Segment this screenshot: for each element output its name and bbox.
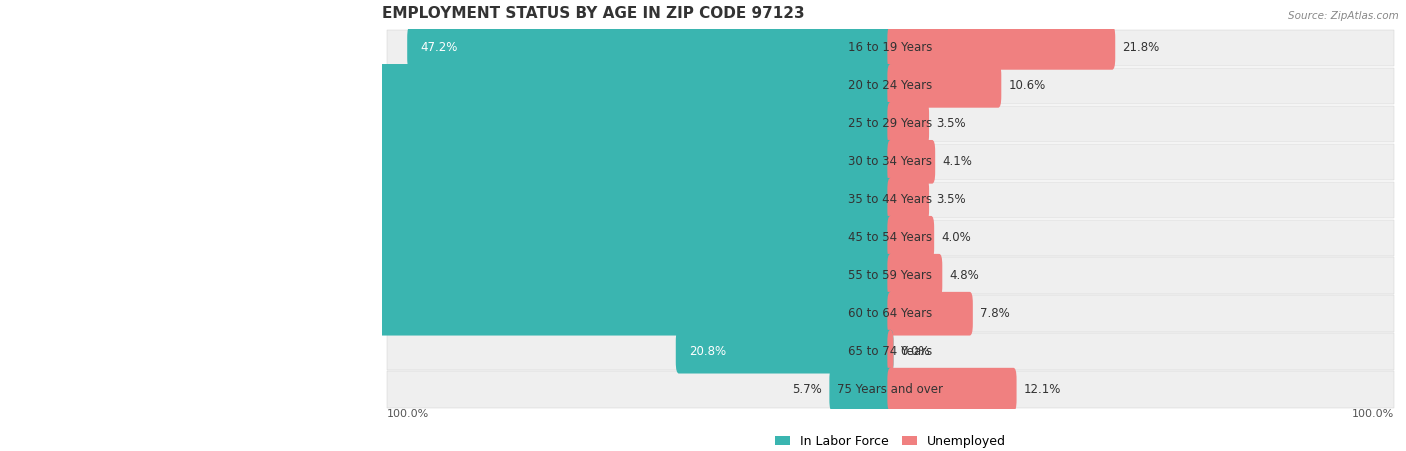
- Text: 5.7%: 5.7%: [793, 383, 823, 396]
- Text: 82.6%: 82.6%: [60, 117, 97, 130]
- FancyBboxPatch shape: [238, 292, 893, 336]
- FancyBboxPatch shape: [887, 64, 1001, 108]
- FancyBboxPatch shape: [41, 216, 893, 260]
- Text: 83.6%: 83.6%: [51, 193, 87, 206]
- FancyBboxPatch shape: [887, 216, 934, 260]
- Text: EMPLOYMENT STATUS BY AGE IN ZIP CODE 97123: EMPLOYMENT STATUS BY AGE IN ZIP CODE 971…: [382, 6, 804, 21]
- Text: 16 to 19 Years: 16 to 19 Years: [848, 41, 932, 55]
- Legend: In Labor Force, Unemployed: In Labor Force, Unemployed: [775, 435, 1005, 448]
- Bar: [387, 106, 1393, 142]
- FancyBboxPatch shape: [887, 330, 893, 373]
- Text: 45 to 54 Years: 45 to 54 Years: [848, 231, 932, 244]
- FancyBboxPatch shape: [37, 178, 893, 221]
- Text: 65 to 74 Years: 65 to 74 Years: [848, 345, 932, 358]
- FancyBboxPatch shape: [887, 368, 1017, 411]
- Text: 21.8%: 21.8%: [1122, 41, 1160, 55]
- Text: 20 to 24 Years: 20 to 24 Years: [848, 79, 932, 92]
- FancyBboxPatch shape: [18, 140, 893, 184]
- FancyBboxPatch shape: [887, 140, 935, 184]
- Text: 4.8%: 4.8%: [949, 269, 979, 282]
- Text: 3.5%: 3.5%: [936, 117, 966, 130]
- Bar: [387, 295, 1393, 332]
- FancyBboxPatch shape: [48, 102, 893, 146]
- Bar: [387, 143, 1393, 180]
- Bar: [387, 68, 1393, 104]
- Text: 0.0%: 0.0%: [901, 345, 931, 358]
- Text: 4.0%: 4.0%: [941, 231, 972, 244]
- Text: 25 to 29 Years: 25 to 29 Years: [848, 117, 932, 130]
- Text: 55 to 59 Years: 55 to 59 Years: [848, 269, 932, 282]
- Text: 100.0%: 100.0%: [1351, 409, 1393, 419]
- Text: 85.4%: 85.4%: [32, 155, 69, 168]
- FancyBboxPatch shape: [83, 254, 893, 298]
- FancyBboxPatch shape: [830, 368, 893, 411]
- FancyBboxPatch shape: [66, 64, 893, 108]
- FancyBboxPatch shape: [887, 254, 942, 298]
- Bar: [387, 182, 1393, 218]
- FancyBboxPatch shape: [887, 178, 929, 221]
- Bar: [387, 30, 1393, 66]
- Text: 35 to 44 Years: 35 to 44 Years: [848, 193, 932, 206]
- Text: 83.2%: 83.2%: [55, 231, 91, 244]
- Bar: [387, 333, 1393, 370]
- Text: 63.9%: 63.9%: [250, 307, 288, 320]
- Bar: [387, 258, 1393, 294]
- FancyBboxPatch shape: [408, 26, 893, 70]
- Text: Source: ZipAtlas.com: Source: ZipAtlas.com: [1288, 11, 1399, 21]
- Text: 10.6%: 10.6%: [1008, 79, 1046, 92]
- FancyBboxPatch shape: [887, 26, 1115, 70]
- Text: 79.1%: 79.1%: [96, 269, 134, 282]
- Text: 12.1%: 12.1%: [1024, 383, 1062, 396]
- Text: 7.8%: 7.8%: [980, 307, 1010, 320]
- Text: 3.5%: 3.5%: [936, 193, 966, 206]
- Text: 60 to 64 Years: 60 to 64 Years: [848, 307, 932, 320]
- Text: 100.0%: 100.0%: [387, 409, 429, 419]
- FancyBboxPatch shape: [887, 292, 973, 336]
- Text: 75 Years and over: 75 Years and over: [838, 383, 943, 396]
- Text: 30 to 34 Years: 30 to 34 Years: [848, 155, 932, 168]
- Text: 4.1%: 4.1%: [942, 155, 972, 168]
- FancyBboxPatch shape: [676, 330, 893, 373]
- Bar: [387, 372, 1393, 408]
- Text: 20.8%: 20.8%: [689, 345, 725, 358]
- FancyBboxPatch shape: [887, 102, 929, 146]
- Text: 47.2%: 47.2%: [420, 41, 458, 55]
- Bar: [387, 220, 1393, 256]
- Text: 80.8%: 80.8%: [79, 79, 115, 92]
